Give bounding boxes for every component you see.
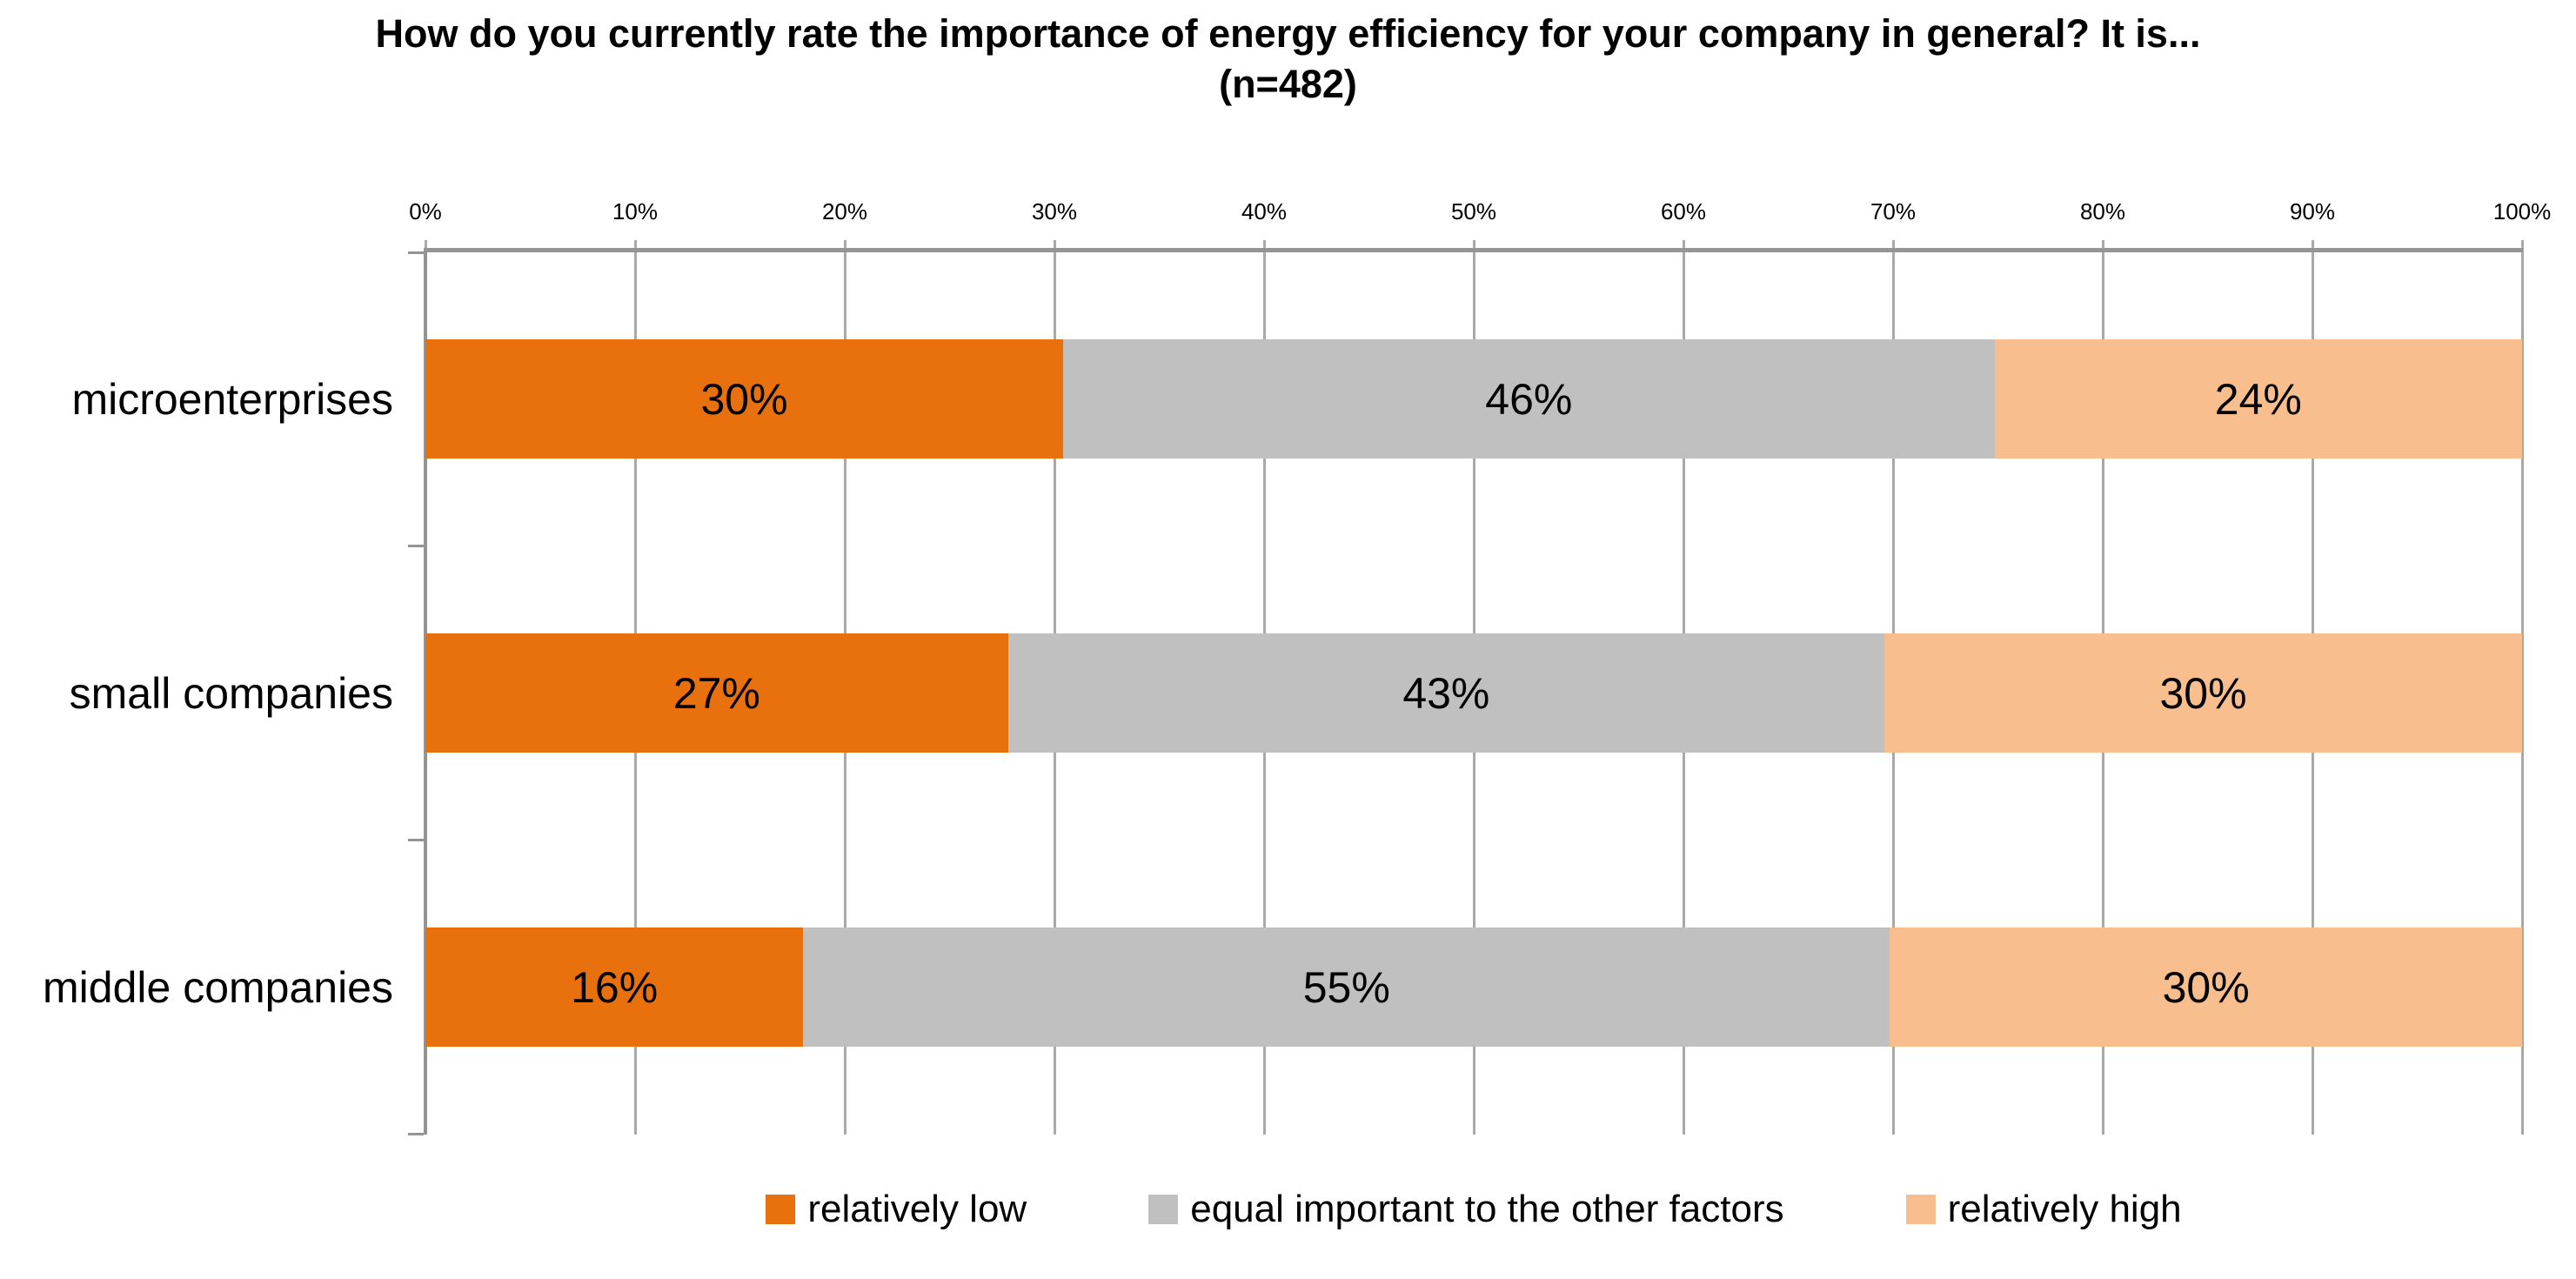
- x-axis-tick-label: 60%: [1660, 198, 1707, 224]
- bar-segment-relatively-high: 24%: [1994, 339, 2523, 459]
- bar-segment-equal-important: 55%: [803, 927, 1890, 1048]
- category-band-small-companies: 27% 43% 30%: [425, 546, 2523, 840]
- category-label-middle-companies: middle companies: [43, 963, 393, 1012]
- y-axis-tick: [408, 251, 424, 254]
- bar-value-label: 43%: [1402, 668, 1490, 718]
- stacked-bar-middle-companies: 16% 55% 30%: [425, 927, 2522, 1048]
- bar-value-label: 16%: [571, 962, 659, 1012]
- x-axis-tick-label: 10%: [612, 198, 659, 224]
- y-axis-tick: [408, 1133, 424, 1135]
- bar-segment-relatively-low: 30%: [425, 339, 1064, 459]
- bar-value-label: 27%: [672, 668, 760, 718]
- legend-swatch-icon: [766, 1195, 796, 1224]
- bar-segment-relatively-low: 16%: [425, 927, 804, 1048]
- legend-label: relatively low: [807, 1188, 1027, 1230]
- category-band-microenterprises: 30% 46% 24%: [425, 252, 2523, 546]
- stacked-bar-small-companies: 27% 43% 30%: [425, 633, 2523, 753]
- bar-value-label: 30%: [2159, 668, 2247, 718]
- bar-rows: 30% 46% 24% 27% 43%: [425, 252, 2523, 1135]
- legend-label: relatively high: [1947, 1188, 2182, 1230]
- bar-value-label: 55%: [1302, 962, 1390, 1012]
- x-axis-tick-label: 50%: [1450, 198, 1497, 224]
- bar-value-label: 30%: [700, 374, 788, 424]
- x-axis-tick-label: 70%: [1870, 198, 1917, 224]
- legend-label: equal important to the other factors: [1190, 1188, 1784, 1230]
- stacked-bar-microenterprises: 30% 46% 24%: [425, 339, 2523, 459]
- bar-segment-equal-important: 46%: [1063, 339, 1995, 459]
- bar-value-label: 30%: [2162, 962, 2250, 1012]
- x-axis-tick-label: 30%: [1031, 198, 1078, 224]
- y-axis-tick: [408, 544, 424, 547]
- x-axis-tick-label: 100%: [2492, 198, 2552, 224]
- legend-swatch-icon: [1905, 1195, 1936, 1224]
- legend-swatch-icon: [1148, 1195, 1179, 1224]
- category-label-microenterprises: microenterprises: [71, 375, 393, 424]
- x-axis-tick-label: 20%: [821, 198, 868, 224]
- bar-value-label: 46%: [1485, 374, 1573, 424]
- y-axis-tick: [408, 839, 424, 841]
- bar-segment-equal-important: 43%: [1007, 633, 1884, 753]
- chart-title-text: How do you currently rate the importance…: [375, 11, 2201, 106]
- x-axis-tick-label: 80%: [2079, 198, 2126, 224]
- legend-item-relatively-high: relatively high: [1905, 1188, 2182, 1231]
- plot-area: 0% 10% 20% 30% 40% 50% 60% 70% 80% 90% 100% 30% 46…: [408, 198, 2551, 1135]
- legend-item-relatively-low: relatively low: [766, 1188, 1027, 1231]
- legend-item-equal-important: equal important to the other factors: [1148, 1188, 1784, 1231]
- x-axis-line: [424, 248, 2523, 252]
- x-axis-tick-label: 0%: [409, 198, 442, 224]
- category-label-small-companies: small companies: [69, 669, 393, 718]
- bar-segment-relatively-high: 30%: [1884, 633, 2523, 753]
- bar-segment-relatively-high: 30%: [1890, 927, 2522, 1048]
- bar-value-label: 24%: [2214, 374, 2302, 424]
- category-band-middle-companies: 16% 55% 30%: [425, 840, 2522, 1135]
- x-axis-tick-label: 40%: [1241, 198, 1288, 224]
- x-axis-tick-label: 90%: [2289, 198, 2336, 224]
- chart-title: How do you currently rate the importance…: [0, 9, 2576, 109]
- legend: relatively low equal important to the ot…: [425, 1176, 2522, 1242]
- bar-segment-relatively-low: 27%: [425, 633, 1008, 753]
